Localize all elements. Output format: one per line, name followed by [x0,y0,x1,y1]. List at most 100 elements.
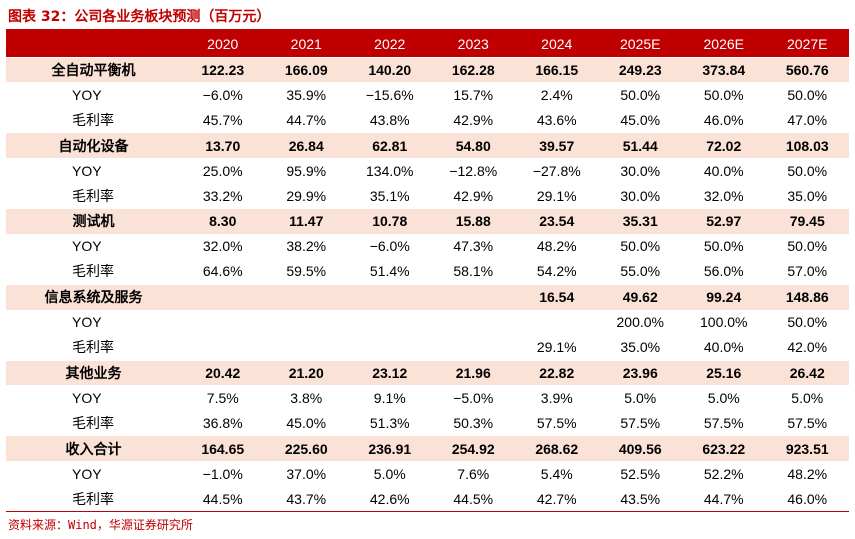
value-cell [181,283,265,310]
value-cell: 40.0% [703,339,744,356]
metric-row: YOY −6.0% 35.9% −15.6% 15.7% 2.4% 50.0% 50.0% 50… [6,82,849,107]
value-cell: 166.09 [264,56,348,83]
source-note: 资料来源：Wind，华源证券研究所 [8,518,193,532]
value-cell: −5.0% [453,389,494,406]
value-cell: 58.1% [453,263,494,280]
metric-label: YOY [72,314,102,331]
value-cell [432,310,516,335]
value-cell: 35.0% [787,187,828,204]
table-body: 全自动平衡机 122.23 166.09 140.20 162.28 166.15 249.… [6,56,849,512]
value-cell: 122.23 [181,56,265,83]
value-cell: 35.1% [369,187,410,204]
value-cell: 23.12 [348,359,432,386]
value-cell [264,283,348,310]
value-cell: 32.0% [703,187,744,204]
value-cell: 7.6% [457,465,490,482]
category-label: 全自动平衡机 [6,56,181,83]
value-cell: 95.9% [286,162,327,179]
metric-row: 毛利率 36.8% 45.0% 51.3% 50.3% 57.5% 57.5% 57.5% 57… [6,411,849,436]
value-cell: 23.96 [598,359,682,386]
value-cell: 37.0% [286,465,327,482]
metric-label: 毛利率 [72,339,114,356]
value-cell: 50.0% [787,238,828,255]
value-cell: 62.81 [348,132,432,158]
header-cell-year: 2020 [181,31,265,57]
value-cell: 15.7% [453,86,494,103]
title-divider [6,29,849,31]
value-cell: 3.9% [540,389,573,406]
value-cell: 108.03 [765,132,849,158]
value-cell: 50.0% [703,86,744,103]
header-cell-year: 2027E [765,31,849,57]
value-cell: 44.7% [703,490,744,507]
value-cell: 54.2% [536,263,577,280]
value-cell: 16.54 [515,283,599,310]
value-cell: 54.80 [431,132,515,158]
category-row: 其他业务 20.42 21.20 23.12 21.96 22.82 23.96 25.16 2… [6,359,849,386]
value-cell: −6.0% [202,86,243,103]
value-cell: 57.0% [787,263,828,280]
value-cell: 50.0% [787,162,828,179]
value-cell: 166.15 [515,56,599,83]
value-cell: 50.0% [787,86,828,103]
value-cell: 254.92 [431,435,515,461]
value-cell: 46.0% [703,111,744,128]
metric-row: YOY 32.0% 38.2% −6.0% 47.3% 48.2% 50.0% 50.0% 50… [6,234,849,259]
value-cell: 20.42 [181,359,265,386]
value-cell: 35.9% [286,86,327,103]
metric-label: 毛利率 [72,414,114,431]
value-cell: 64.6% [202,263,243,280]
value-cell: 268.62 [515,435,599,461]
value-cell: 32.0% [202,238,243,255]
value-cell: 13.70 [181,132,265,158]
value-cell: 47.0% [787,111,828,128]
value-cell: 140.20 [348,56,432,83]
value-cell: 38.2% [286,238,327,255]
value-cell: 57.5% [536,414,577,431]
value-cell: 51.3% [369,414,410,431]
value-cell: 52.97 [682,207,766,234]
value-cell: 42.6% [369,490,410,507]
value-cell: 50.0% [703,238,744,255]
metric-row: 毛利率 44.5% 43.7% 42.6% 44.5% 42.7% 43.5% 44.7% 46… [6,486,849,511]
value-cell: 42.9% [453,187,494,204]
value-cell: 5.0% [624,389,657,406]
value-cell: 47.3% [453,238,494,255]
metric-label: YOY [72,465,102,482]
value-cell: 10.78 [348,207,432,234]
value-cell: 45.0% [620,111,661,128]
value-cell: 57.5% [620,414,661,431]
value-cell: 45.0% [286,414,327,431]
value-cell: 39.57 [515,132,599,158]
value-cell: 42.9% [453,111,494,128]
metric-label: YOY [72,238,102,255]
value-cell: −27.8% [532,162,581,179]
metric-label: YOY [72,86,102,103]
value-cell: 99.24 [682,283,766,310]
value-cell: 100.0% [700,314,748,331]
value-cell: 21.20 [264,359,348,386]
value-cell: 56.0% [703,263,744,280]
value-cell: 148.86 [765,283,849,310]
value-cell: 50.0% [620,86,661,103]
value-cell: 5.0% [373,465,406,482]
value-cell: 45.7% [202,111,243,128]
value-cell [181,335,265,360]
value-cell: 8.30 [181,207,265,234]
value-cell: 43.6% [536,111,577,128]
value-cell [265,335,349,360]
value-cell: 50.0% [620,238,661,255]
value-cell: 36.8% [202,414,243,431]
value-cell: 29.9% [286,187,327,204]
header-cell-year: 2026E [682,31,766,57]
category-label: 信息系统及服务 [6,283,181,310]
value-cell [181,310,265,335]
value-cell: 134.0% [366,162,414,179]
value-cell: 923.51 [765,435,849,461]
value-cell: 43.5% [620,490,661,507]
value-cell: 42.0% [787,339,828,356]
forecast-table: 2020 2021 2022 2023 2024 2025E 2026E 2027E 全自动平… [6,31,849,512]
value-cell [515,310,599,335]
value-cell: 5.0% [791,389,824,406]
figure-title: 图表 32：公司各业务板块预测（百万元） [8,9,271,25]
